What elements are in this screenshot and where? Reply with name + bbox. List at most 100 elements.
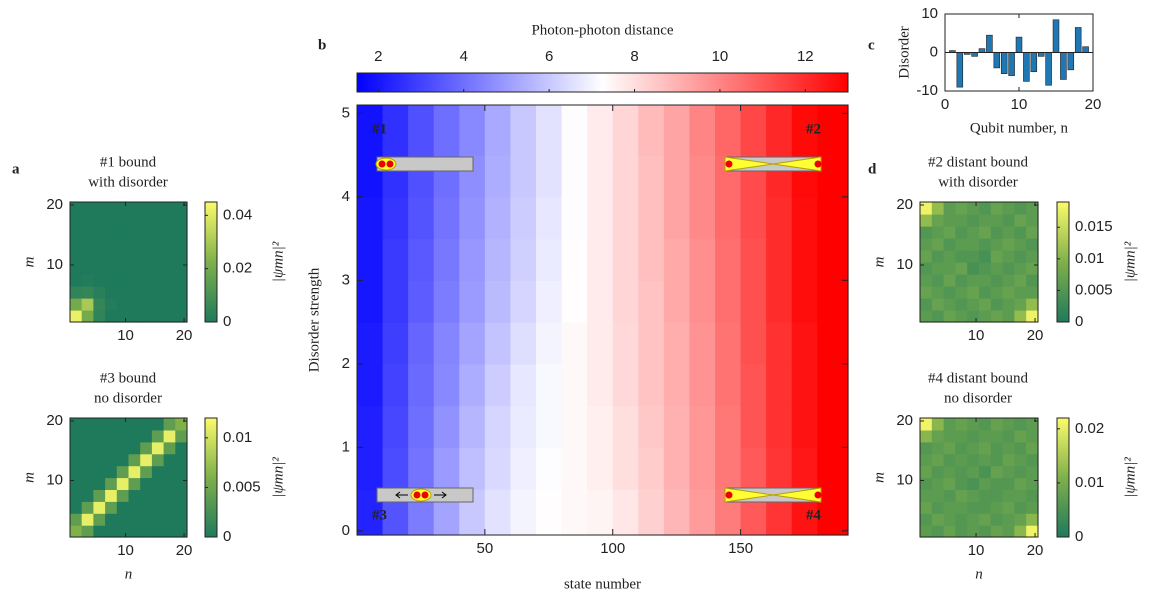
heatmap-cell — [955, 429, 968, 443]
heatmap-cell — [70, 418, 83, 431]
heatmap-cell — [70, 441, 83, 455]
chart-title: #3 bound — [100, 370, 157, 386]
heatmap-cell — [955, 238, 968, 251]
heatmap-cell — [116, 477, 130, 490]
heatmap-cell — [920, 274, 933, 287]
heatmap-cell — [990, 310, 1004, 323]
heatmap-cell — [587, 363, 614, 407]
heatmap-cell — [990, 202, 1004, 215]
heatmap-cell — [175, 477, 188, 490]
state-annotation: #2 — [806, 121, 821, 137]
heatmap-cell — [140, 453, 153, 467]
heatmap-cell — [715, 196, 742, 240]
axes-frame — [69, 201, 188, 323]
heatmap-cell — [175, 513, 188, 526]
heatmap-cell — [979, 202, 992, 215]
icon-photon — [814, 491, 822, 499]
heatmap-cell — [1014, 250, 1027, 263]
heatmap-cell — [931, 250, 945, 263]
heatmap-cell — [93, 250, 106, 263]
heatmap-cell — [990, 274, 1004, 287]
heatmap-cell — [943, 310, 956, 323]
bar — [1008, 52, 1015, 76]
heatmap-cell — [128, 310, 141, 323]
heatmap-cell — [791, 322, 818, 365]
heatmap-cell — [357, 280, 384, 323]
heatmap-cell — [1014, 465, 1027, 479]
heatmap-cell — [791, 405, 818, 448]
colorbar-tick-label: 0.01 — [1075, 250, 1104, 267]
y-tick-label: 2 — [342, 355, 350, 372]
heatmap-cell — [955, 418, 968, 431]
chart-title: #4 distant bound — [928, 370, 1028, 386]
heatmap-cell — [81, 525, 94, 538]
heatmap-cell — [459, 322, 486, 365]
heatmap-cell — [70, 525, 83, 538]
icon-photon — [725, 160, 733, 168]
colorbar-tick-label: 0.005 — [223, 478, 261, 495]
heatmap-cell — [1026, 513, 1039, 526]
heatmap-cell — [943, 501, 956, 514]
heatmap-cell — [1002, 453, 1015, 467]
heatmap-cell — [931, 310, 945, 323]
heatmap-cell — [943, 202, 956, 215]
heatmap-cell — [955, 214, 968, 227]
heatmap-cell — [561, 155, 588, 198]
heatmap-cell — [93, 441, 106, 455]
heatmap-cell — [128, 489, 141, 502]
heatmap-cell — [408, 322, 435, 365]
heatmap-cell — [1002, 465, 1015, 479]
heatmap-cell — [955, 286, 968, 299]
heatmap-cell — [175, 214, 188, 227]
heatmap-cell — [81, 286, 94, 299]
heatmap-cell — [81, 513, 94, 526]
heatmap-cell — [612, 489, 639, 536]
axes-frame — [919, 201, 1039, 323]
heatmap-cell — [638, 322, 665, 365]
heatmap-cell — [408, 280, 435, 323]
bar — [1060, 52, 1067, 80]
heatmap-cell — [105, 286, 118, 299]
heatmap-cell — [70, 429, 83, 443]
heatmap-cell — [105, 525, 118, 538]
heatmap-cell — [967, 477, 980, 490]
heatmap-cell — [740, 363, 767, 407]
heatmap-cell — [943, 262, 956, 275]
heatmap-cell — [93, 453, 106, 467]
heatmap-cell — [128, 274, 141, 287]
heatmap-cell — [105, 501, 118, 514]
heatmap-cell — [151, 513, 165, 526]
axes-frame — [69, 417, 188, 538]
heatmap-cell — [70, 202, 83, 215]
heatmap-cell — [163, 525, 176, 538]
state-annotation: #1 — [372, 121, 387, 137]
heatmap-cell — [638, 238, 665, 281]
heatmap-cell — [93, 202, 106, 215]
heatmap-cell — [1002, 525, 1015, 538]
heatmap-cell — [536, 105, 563, 156]
chart-title: no disorder — [944, 390, 1012, 406]
heatmap-cell — [663, 280, 691, 323]
heatmap-cell — [175, 274, 188, 287]
heatmap-cell — [990, 489, 1004, 502]
heatmap-cell — [175, 310, 188, 323]
y-axis-label: m — [871, 256, 887, 267]
y-tick-label: 20 — [896, 196, 913, 213]
heatmap-cell — [163, 477, 176, 490]
x-tick-label: 10 — [117, 542, 134, 559]
chart-title: no disorder — [94, 390, 162, 406]
heatmap-cell — [663, 196, 691, 240]
heatmap-cell — [612, 322, 639, 365]
heatmap-cell — [943, 298, 956, 311]
heatmap-cell — [357, 447, 384, 490]
heatmap-cell — [140, 238, 153, 251]
heatmap-cell — [151, 489, 165, 502]
heatmap-cell — [587, 280, 614, 323]
heatmap-cell — [561, 196, 588, 240]
chart-title: #1 bound — [100, 154, 157, 170]
heatmap-cell — [766, 105, 793, 156]
heatmap-cell — [408, 447, 435, 490]
heatmap-cell — [382, 238, 409, 281]
heatmap-cell — [163, 274, 176, 287]
colorbar-tick-label: 0.02 — [1075, 420, 1104, 437]
